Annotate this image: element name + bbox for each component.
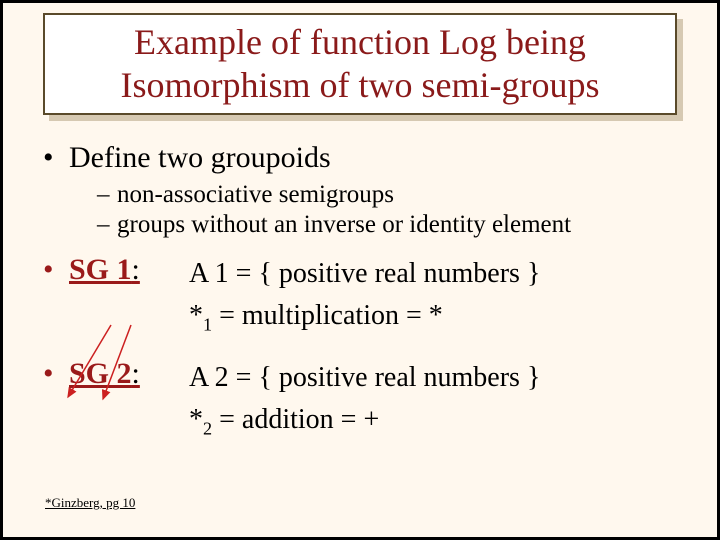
title-line-1: Example of function Log being (134, 22, 586, 62)
slide-title: Example of function Log being Isomorphis… (121, 21, 600, 107)
sg1-label: SG 1: (69, 253, 185, 287)
bullet-define-text: Define two groupoids (69, 141, 331, 174)
sg1-op-prefix: * (189, 300, 203, 331)
sg2-row: SG 2: A 2 = { positive real numbers } *2… (43, 357, 683, 443)
sub-bullet-2-text: groups without an inverse or identity el… (117, 211, 571, 238)
sg1-op-suffix: = multiplication = * (212, 300, 443, 331)
sg2-op-prefix: * (189, 404, 203, 435)
sg2-label-text: SG 2 (69, 357, 132, 390)
slide-container: Example of function Log being Isomorphis… (0, 0, 720, 540)
sg1-row: SG 1: A 1 = { positive real numbers } *1… (43, 253, 683, 339)
sg1-definition: A 1 = { positive real numbers } *1 = mul… (189, 253, 540, 339)
title-line-2: Isomorphism of two semi-groups (121, 65, 600, 105)
sg2-op-sub: 2 (203, 418, 212, 438)
sg2-a-line: A 2 = { positive real numbers } (189, 362, 540, 393)
slide-body: Define two groupoids non-associative sem… (43, 133, 683, 443)
sub-bullet-1: non-associative semigroups (97, 181, 683, 209)
footnote-citation: *Ginzberg, pg 10 (45, 495, 135, 511)
sg1-label-text: SG 1 (69, 253, 132, 286)
sg1-op-sub: 1 (203, 315, 212, 335)
sg2-label: SG 2: (69, 357, 185, 391)
sg2-definition: A 2 = { positive real numbers } *2 = add… (189, 357, 540, 443)
title-box: Example of function Log being Isomorphis… (43, 13, 677, 115)
sub-bullet-2: groups without an inverse or identity el… (97, 211, 683, 239)
sg2-op-suffix: = addition = + (212, 404, 379, 435)
sub-bullet-1-text: non-associative semigroups (117, 181, 394, 208)
bullet-define: Define two groupoids (43, 141, 683, 175)
sg1-a-line: A 1 = { positive real numbers } (189, 258, 540, 289)
